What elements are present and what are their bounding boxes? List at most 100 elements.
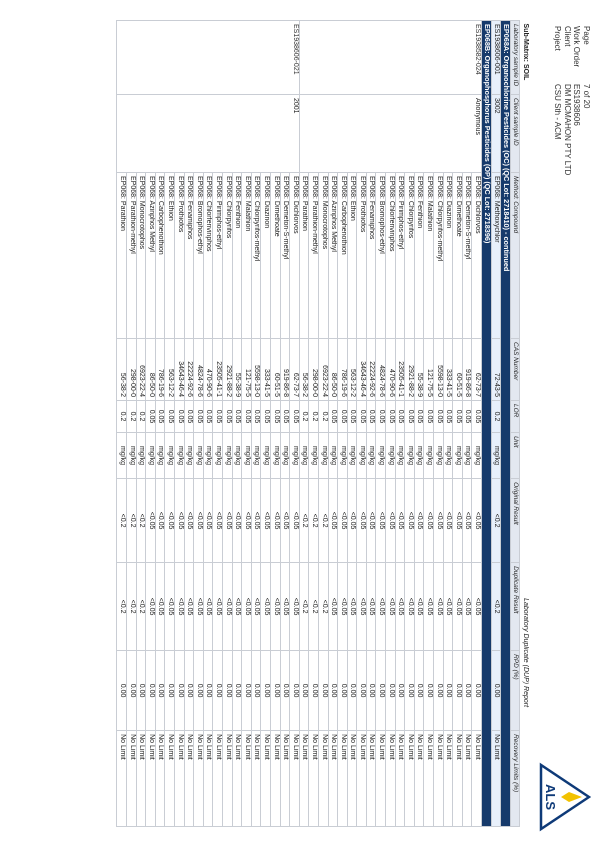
cell-rpd: 0.00: [241, 650, 252, 731]
cell-lor: 0.05: [280, 400, 290, 433]
cell-rpd: 0.00: [203, 650, 213, 731]
cell-duplicate: <0.05: [385, 562, 396, 651]
cell-rpd: 0.00: [212, 650, 223, 731]
cell-cas: 298-00-0: [308, 338, 319, 401]
cell-unit: mg/kg: [366, 432, 376, 479]
cell-duplicate: <0.05: [433, 562, 444, 651]
cell-cas: 333-41-5: [443, 338, 453, 401]
cell-method: EP068: Pirimphos-ethyl: [212, 172, 223, 339]
cell-unit: mg/kg: [251, 432, 261, 479]
cell-method: EP068: Azinphos Methyl: [145, 172, 156, 339]
cell-unit: mg/kg: [203, 432, 213, 479]
cell-cas: 55-38-9: [232, 338, 242, 401]
page-label: Page: [582, 26, 591, 45]
cell-method: EP068: Methoxychlor: [491, 172, 501, 339]
cell-unit: mg/kg: [289, 432, 300, 479]
cell-cas: 919-86-8: [462, 338, 472, 401]
cell-recovery: No Limit: [385, 730, 396, 827]
cell-lor: 0.2: [116, 400, 127, 433]
cell-recovery: No Limit: [395, 730, 405, 827]
cell-unit: mg/kg: [164, 432, 175, 479]
cell-cas: 563-12-2: [347, 338, 357, 401]
cell-rpd: 0.00: [337, 650, 348, 731]
cell-cas: 22224-92-6: [366, 338, 376, 401]
cell-recovery: No Limit: [126, 730, 137, 827]
cell-recovery: No Limit: [136, 730, 146, 827]
cell-recovery: No Limit: [308, 730, 319, 827]
cell-rpd: 0.00: [462, 650, 472, 731]
col-rpd: RPD (%): [510, 650, 520, 731]
cell-duplicate: <0.05: [203, 562, 213, 651]
cell-lab-id: ES1938606-001: [491, 20, 501, 95]
cell-original: <0.05: [164, 478, 175, 563]
cell-client-id: Anonymous: [299, 94, 482, 173]
cell-method: EP068: Dichlorvos: [289, 172, 300, 339]
cell-unit: mg/kg: [241, 432, 252, 479]
cell-rpd: 0.00: [423, 650, 434, 731]
cell-original: <0.05: [251, 478, 261, 563]
cell-duplicate: <0.05: [395, 562, 405, 651]
cell-duplicate: <0.05: [222, 562, 233, 651]
cell-original: <0.05: [376, 478, 386, 563]
cell-lor: 0.05: [356, 400, 367, 433]
cell-client-id: 3002: [491, 94, 501, 173]
cell-cas: 34643-46-4: [356, 338, 367, 401]
cell-original: <0.05: [174, 478, 185, 563]
cell-rpd: 0.00: [491, 650, 501, 731]
cell-method: EP068: Azinphos Methyl: [328, 172, 338, 339]
cell-original: <0.05: [404, 478, 415, 563]
cell-rpd: 0.00: [433, 650, 444, 731]
cell-method: EP068: Dimethoate: [452, 172, 463, 339]
cell-method: EP068: Monocrotophos: [318, 172, 329, 339]
cell-recovery: No Limit: [328, 730, 338, 827]
cell-duplicate: <0.05: [193, 562, 204, 651]
cell-cas: 121-75-5: [423, 338, 434, 401]
cell-cas: 22224-92-6: [184, 338, 194, 401]
cell-duplicate: <0.05: [347, 562, 357, 651]
cell-recovery: No Limit: [116, 730, 127, 827]
cell-lor: 0.2: [299, 400, 309, 433]
cell-method: EP068: Chlorfenvinphos: [385, 172, 396, 339]
cell-rpd: 0.00: [471, 650, 482, 731]
cell-duplicate: <0.05: [423, 562, 434, 651]
cell-rpd: 0.00: [260, 650, 271, 731]
cell-original: <0.05: [366, 478, 376, 563]
cell-cas: 470-90-6: [385, 338, 396, 401]
cell-unit: mg/kg: [126, 432, 137, 479]
cell-unit: mg/kg: [452, 432, 463, 479]
cell-rpd: 0.00: [308, 650, 319, 731]
cell-recovery: No Limit: [404, 730, 415, 827]
cell-duplicate: <0.05: [289, 562, 300, 651]
cell-unit: mg/kg: [136, 432, 146, 479]
cell-cas: 56-38-2: [116, 338, 127, 401]
cell-lor: 0.05: [404, 400, 415, 433]
cell-recovery: No Limit: [251, 730, 261, 827]
cell-original: <0.05: [423, 478, 434, 563]
cell-unit: mg/kg: [404, 432, 415, 479]
cell-unit: mg/kg: [222, 432, 233, 479]
cell-lor: 0.05: [145, 400, 156, 433]
cell-lor: 0.05: [443, 400, 453, 433]
cell-unit: mg/kg: [462, 432, 472, 479]
cell-cas: 56-38-2: [299, 338, 309, 401]
cell-original: <0.05: [471, 478, 482, 563]
col-original: Original Result: [510, 478, 520, 563]
cell-unit: mg/kg: [145, 432, 156, 479]
cell-recovery: No Limit: [212, 730, 223, 827]
cell-lor: 0.05: [203, 400, 213, 433]
cell-cas: 23505-41-1: [212, 338, 223, 401]
cell-duplicate: <0.05: [366, 562, 376, 651]
cell-recovery: No Limit: [318, 730, 329, 827]
cell-rpd: 0.00: [414, 650, 424, 731]
cell-recovery: No Limit: [356, 730, 367, 827]
cell-cas: 2921-88-2: [222, 338, 233, 401]
cell-unit: mg/kg: [155, 432, 165, 479]
cell-unit: mg/kg: [356, 432, 367, 479]
cell-lab-id: ES1938582-024: [299, 20, 482, 95]
cell-duplicate: <0.2: [116, 562, 127, 651]
cell-method: EP068: Demeton-S-methyl: [280, 172, 290, 339]
client-value: DM MCMAHON PTY LTD: [563, 84, 572, 176]
cell-duplicate: <0.05: [452, 562, 463, 651]
cell-unit: mg/kg: [471, 432, 482, 479]
cell-lor: 0.05: [251, 400, 261, 433]
